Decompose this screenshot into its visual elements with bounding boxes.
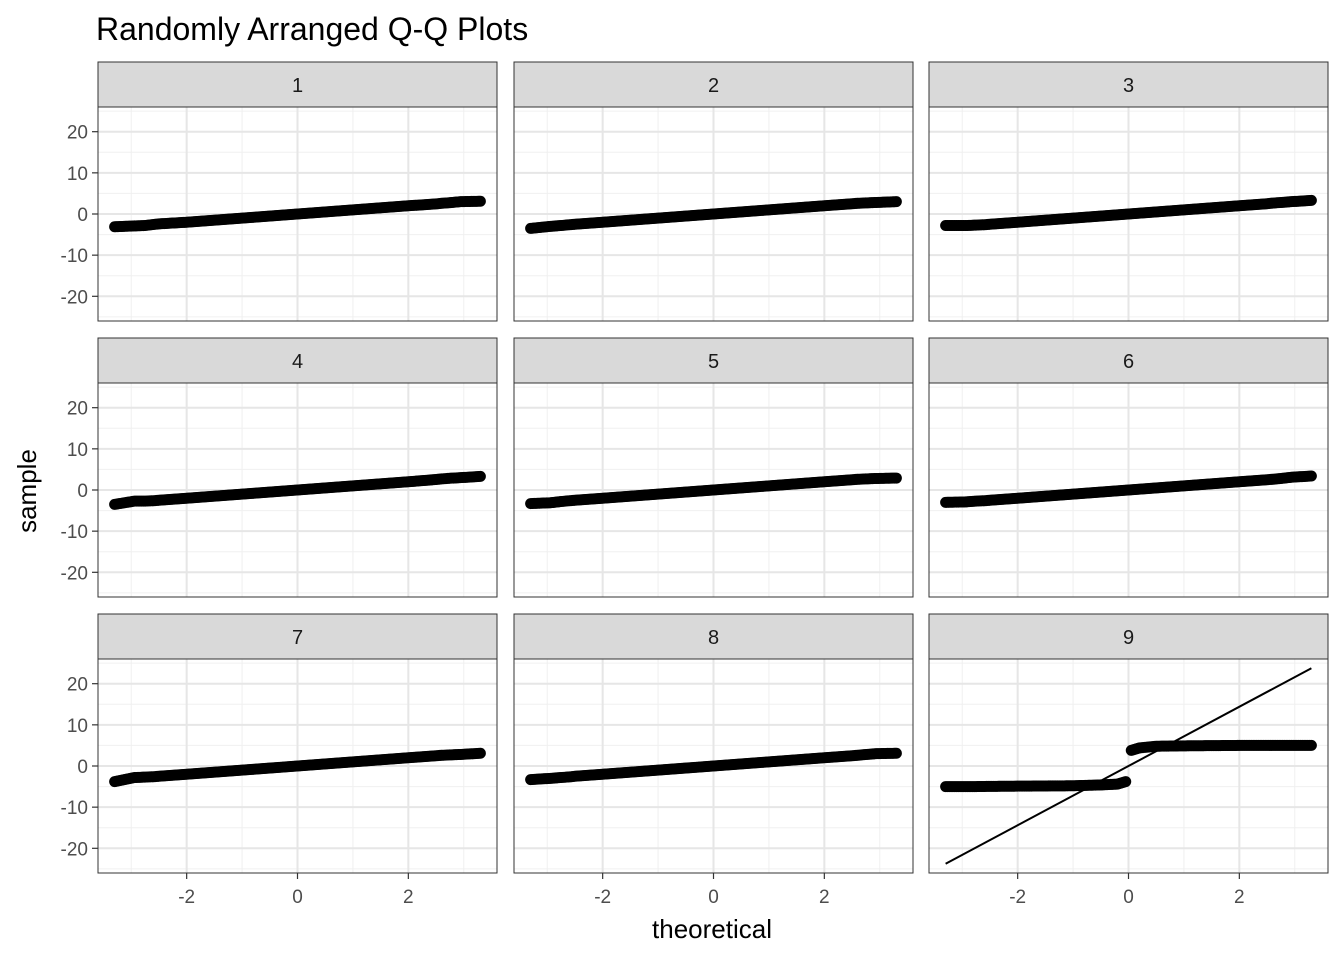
chart-title: Randomly Arranged Q-Q Plots	[96, 11, 528, 47]
panel-5: 5	[513, 337, 914, 598]
x-tick-label: -2	[1009, 887, 1026, 908]
panel-border	[513, 106, 914, 322]
y-tick-label: 10	[67, 440, 88, 461]
y-tick-label: -20	[61, 563, 88, 584]
strip-label: 3	[1123, 75, 1134, 97]
strip-label: 4	[292, 351, 303, 373]
strip-label: 5	[708, 351, 719, 373]
strip-background	[928, 337, 1329, 384]
x-tick-label: 0	[1123, 887, 1134, 908]
y-tick-label: 20	[67, 675, 88, 696]
y-tick-label: 10	[67, 716, 88, 737]
y-axis-title: sample	[12, 449, 42, 533]
strip-label: 1	[292, 75, 303, 97]
y-tick-label: -10	[61, 246, 88, 267]
qq-point	[1120, 776, 1132, 788]
y-tick-label: -20	[61, 839, 88, 860]
panel-9: 9 -2 0 2	[928, 613, 1329, 908]
qq-point	[474, 747, 486, 759]
qq-point	[1305, 739, 1317, 751]
panel-border	[928, 106, 1329, 322]
qq-point	[474, 195, 486, 207]
y-tick-label: 20	[67, 399, 88, 420]
x-axis-title: theoretical	[652, 914, 772, 944]
strip-background	[97, 61, 498, 108]
panel-3: 3	[928, 61, 1329, 322]
qq-reference-line	[945, 667, 1312, 865]
qq-point	[474, 470, 486, 482]
x-tick-label: 2	[819, 887, 830, 908]
panel-8: 8 -2 0 2	[513, 613, 914, 908]
x-tick-label: -2	[178, 887, 195, 908]
y-tick-label: -10	[61, 798, 88, 819]
qq-point	[890, 472, 902, 484]
strip-background	[928, 613, 1329, 660]
x-tick-label: -2	[594, 887, 611, 908]
strip-background	[97, 337, 498, 384]
panel-border	[513, 382, 914, 598]
strip-background	[513, 613, 914, 660]
strip-background	[97, 613, 498, 660]
panel-6: 6	[928, 337, 1329, 598]
strip-background	[513, 61, 914, 108]
panel-2: 2	[513, 61, 914, 322]
strip-label: 9	[1123, 627, 1134, 649]
strip-label: 6	[1123, 351, 1134, 373]
y-tick-label: -10	[61, 522, 88, 543]
strip-background	[928, 61, 1329, 108]
qq-point	[890, 747, 902, 759]
qq-point	[1305, 470, 1317, 482]
y-tick-label: 0	[77, 757, 88, 778]
strip-label: 8	[708, 627, 719, 649]
strip-label: 2	[708, 75, 719, 97]
y-tick-label: -20	[61, 287, 88, 308]
y-tick-label: 0	[77, 205, 88, 226]
strip-label: 7	[292, 627, 303, 649]
y-tick-label: 0	[77, 481, 88, 502]
panel-border	[928, 382, 1329, 598]
x-tick-label: 2	[403, 887, 414, 908]
panel-1: 1 -20 -10 0 10 20	[61, 61, 498, 322]
x-tick-label: 0	[708, 887, 719, 908]
strip-background	[513, 337, 914, 384]
x-tick-label: 2	[1234, 887, 1245, 908]
panel-4: 4 -20 -10 0 10 20	[61, 337, 498, 598]
y-tick-label: 20	[67, 123, 88, 144]
qq-point	[1305, 194, 1317, 206]
y-tick-label: 10	[67, 164, 88, 185]
x-tick-label: 0	[292, 887, 303, 908]
qq-point	[890, 196, 902, 208]
